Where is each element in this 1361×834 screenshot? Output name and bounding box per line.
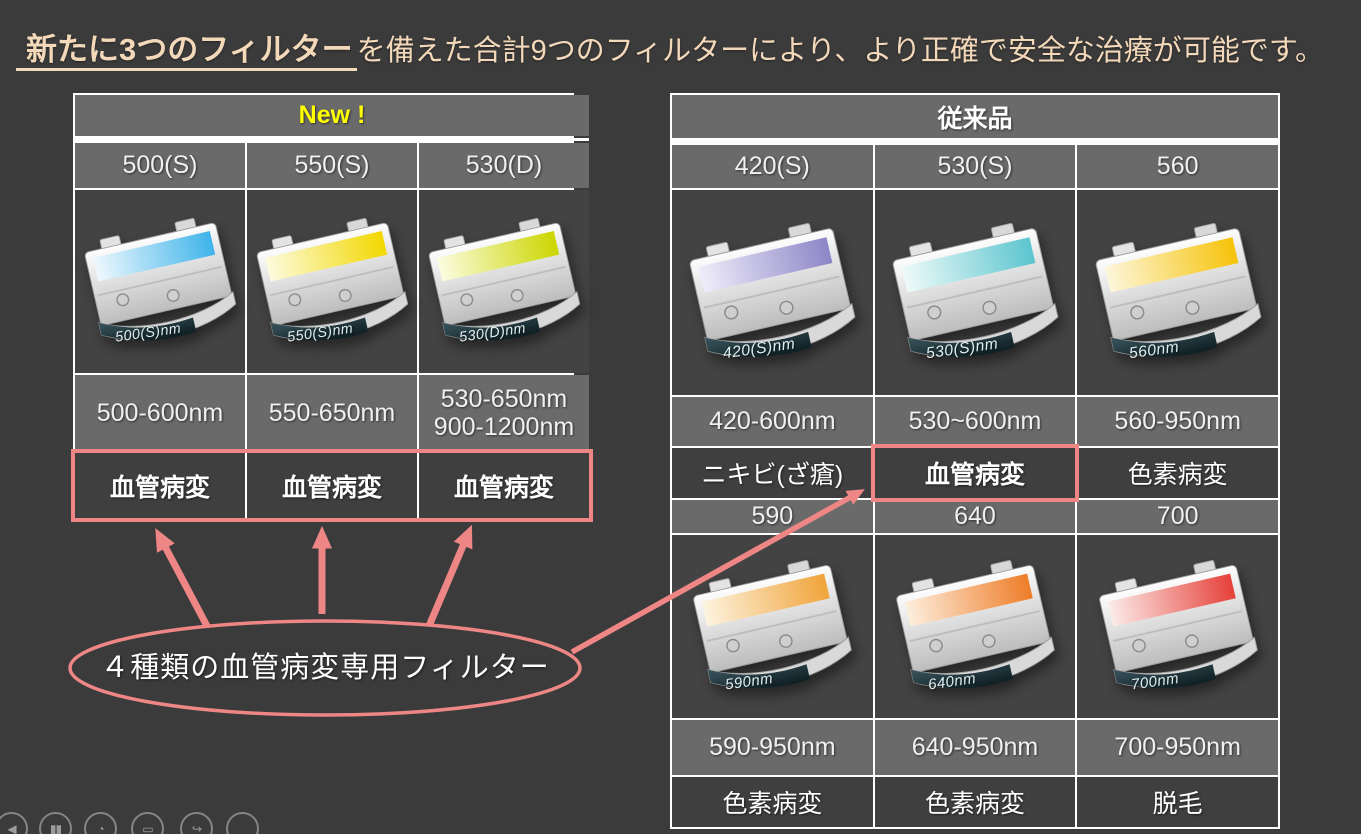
conventional-filters-table: 従来品 420(S) 530(S) 560 420(S)nm 530(S)nm …	[670, 93, 1280, 829]
filter-photo-590: 590nm	[683, 555, 861, 699]
conv-range-row-top: 420-600nm 530~600nm 560-950nm	[672, 397, 1278, 446]
new-filters-table: New ! 500(S) 550(S) 530(D) 500(S)nm 550(…	[71, 93, 593, 522]
treatment-use: 色素病変	[672, 777, 873, 827]
forward-button[interactable]: ↪	[180, 812, 213, 834]
filter-image-cell: 530(S)nm	[874, 190, 1076, 395]
filter-image-cell: 640nm	[874, 535, 1076, 718]
filter-photo-560: 560nm	[1085, 218, 1271, 368]
filter-photo-530d: 530(D)nm	[419, 213, 589, 351]
wavelength-range: 530-650nm 900-1200nm	[419, 375, 589, 451]
filter-photo-550s: 550(S)nm	[247, 213, 417, 351]
filter-label: 530(D)	[419, 143, 589, 188]
forward-icon: ↪	[191, 821, 202, 834]
new-label-row: 500(S) 550(S) 530(D)	[75, 143, 589, 188]
screen-button[interactable]: ▭	[131, 812, 164, 834]
filter-photo-500s: 500(S)nm	[75, 213, 245, 351]
new-table-header: New !	[75, 95, 589, 136]
clock-icon: ◔	[97, 821, 104, 834]
pause-button[interactable]: ▮▮	[39, 812, 72, 834]
filter-label: 500(S)	[75, 143, 245, 188]
svg-text:550(S)nm: 550(S)nm	[286, 320, 354, 345]
filter-image-cell: 530(D)nm	[419, 190, 589, 373]
filter-photo-640: 640nm	[886, 555, 1064, 699]
svg-text:500(S)nm: 500(S)nm	[114, 320, 182, 345]
conventional-table-header: 従来品	[672, 95, 1278, 138]
header-separator	[672, 140, 1278, 143]
conv-image-row-top: 420(S)nm 530(S)nm 560nm	[672, 190, 1278, 395]
slide-title: 新たに3つのフィルター を備えた合計9つのフィルターにより、より正確で安全な治療が…	[16, 24, 1356, 71]
treatment-use: ニキビ(ざ瘡)	[672, 448, 873, 498]
clock-button[interactable]: ◔	[84, 812, 117, 834]
svg-text:420(S)nm: 420(S)nm	[722, 335, 796, 362]
svg-text:530(S)nm: 530(S)nm	[925, 335, 999, 362]
wavelength-range: 640-950nm	[874, 720, 1076, 775]
conv-image-row-bottom: 590nm 640nm 700nm	[672, 535, 1278, 718]
svg-text:560nm: 560nm	[1128, 338, 1180, 362]
treatment-use: 血管病変	[247, 453, 417, 518]
rewind-button[interactable]: ◀	[0, 812, 28, 834]
filter-image-cell: 550(S)nm	[247, 190, 417, 373]
svg-text:700nm: 700nm	[1130, 669, 1180, 693]
filter-label: 550(S)	[247, 143, 417, 188]
filter-photo-530s: 530(S)nm	[882, 218, 1068, 368]
more-button[interactable]	[226, 812, 259, 834]
filter-label: 530(S)	[874, 145, 1076, 188]
title-highlight: 新たに3つのフィルター	[16, 32, 357, 71]
filter-photo-700: 700nm	[1089, 555, 1267, 699]
filter-image-cell: 590nm	[672, 535, 873, 718]
filter-image-cell: 700nm	[1077, 535, 1278, 718]
filter-image-cell: 560nm	[1077, 190, 1278, 395]
filter-label: 560	[1077, 145, 1278, 188]
treatment-use: 色素病変	[1077, 448, 1278, 498]
wavelength-range: 560-950nm	[1077, 397, 1278, 446]
wavelength-range: 590-950nm	[672, 720, 873, 775]
wavelength-range: 500-600nm	[75, 375, 245, 451]
conv-use-row-bottom: 色素病変 色素病変 脱毛	[672, 777, 1278, 827]
title-rest: を備えた合計9つのフィルターにより、より正確で安全な治療が可能です。	[356, 35, 1324, 67]
rewind-icon: ◀	[7, 821, 16, 834]
wavelength-range: 530~600nm	[874, 397, 1076, 446]
screen-icon: ▭	[142, 821, 153, 834]
new-range-row: 500-600nm 550-650nm 530-650nm 900-1200nm	[75, 375, 589, 451]
conv-label-row-top: 420(S) 530(S) 560	[672, 145, 1278, 188]
filter-photo-420s: 420(S)nm	[679, 218, 865, 368]
wavelength-range: 550-650nm	[247, 375, 417, 451]
header-separator	[75, 138, 589, 141]
filter-label: 640	[874, 500, 1076, 533]
new-use-row-highlighted: 血管病変 血管病変 血管病変	[71, 449, 593, 522]
svg-text:530(D)nm: 530(D)nm	[458, 320, 527, 345]
wavelength-range: 420-600nm	[672, 397, 873, 446]
annotation-label: ４種類の血管病変専用フィルター	[100, 652, 550, 684]
treatment-use: 血管病変	[75, 453, 245, 518]
arrow-to-530d	[425, 524, 473, 628]
arrow-to-500s	[155, 528, 211, 628]
treatment-use: 血管病変	[419, 453, 589, 518]
filter-label: 420(S)	[672, 145, 873, 188]
conv-label-row-bottom: 590 640 700	[672, 500, 1278, 533]
treatment-use: 色素病変	[874, 777, 1076, 827]
filter-image-cell: 500(S)nm	[75, 190, 245, 373]
svg-text:640nm: 640nm	[927, 669, 977, 693]
conv-use-row-top: ニキビ(ざ瘡) 血管病変 色素病変	[672, 444, 1278, 502]
filter-image-cell: 420(S)nm	[672, 190, 873, 395]
filter-label: 700	[1077, 500, 1278, 533]
treatment-use: 脱毛	[1077, 777, 1278, 827]
filter-label: 590	[672, 500, 873, 533]
treatment-use-highlighted: 血管病変	[870, 444, 1080, 502]
conv-range-row-bottom: 590-950nm 640-950nm 700-950nm	[672, 720, 1278, 775]
new-image-row: 500(S)nm 550(S)nm 530(D)nm	[75, 190, 589, 373]
svg-text:590nm: 590nm	[724, 669, 774, 693]
wavelength-range: 700-950nm	[1077, 720, 1278, 775]
pause-icon: ▮▮	[49, 821, 62, 834]
